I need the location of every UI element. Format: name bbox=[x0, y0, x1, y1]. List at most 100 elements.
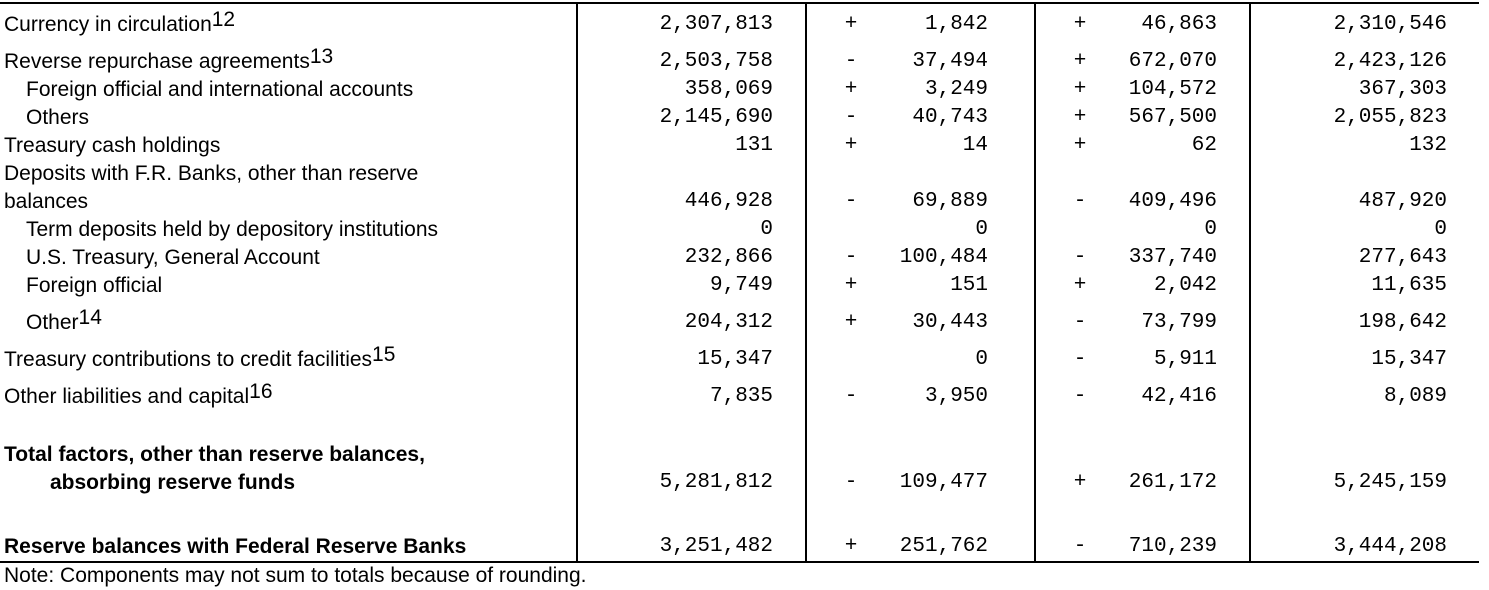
cell-value: 232,866 bbox=[684, 246, 773, 269]
cell-value: 8,089 bbox=[1383, 385, 1447, 408]
row-label: U.S. Treasury, General Account bbox=[26, 246, 320, 269]
cell-value: 0 bbox=[975, 218, 988, 241]
column-divider bbox=[1034, 2, 1036, 562]
cell-value: 3,249 bbox=[924, 78, 988, 101]
change-sign: + bbox=[844, 78, 858, 101]
cell-value: 151 bbox=[950, 274, 988, 297]
column-divider bbox=[805, 2, 807, 562]
row-label: Term deposits held by depository institu… bbox=[26, 218, 439, 241]
cell-value: 62 bbox=[1191, 134, 1217, 157]
cell-value: 5,281,812 bbox=[659, 471, 773, 494]
cell-value: 2,145,690 bbox=[659, 106, 773, 129]
cell-value: 0 bbox=[975, 348, 988, 371]
cell-value: 198,642 bbox=[1358, 311, 1447, 334]
table-row: Deposits with F.R. Banks, other than res… bbox=[0, 160, 1479, 188]
cell-value: 46,863 bbox=[1141, 13, 1217, 36]
change-sign: + bbox=[844, 311, 858, 334]
row-label: Foreign official and international accou… bbox=[26, 78, 414, 101]
table-row: balances 446,928 - 69,889 - 409,496 487,… bbox=[0, 188, 1479, 216]
row-label: Others bbox=[26, 106, 90, 129]
change-sign: + bbox=[1073, 106, 1087, 129]
cell-value: 69,889 bbox=[912, 190, 988, 213]
change-sign: - bbox=[844, 50, 858, 73]
table-top-rule bbox=[0, 2, 1479, 4]
cell-value: 5,911 bbox=[1153, 348, 1217, 371]
cell-value: 2,423,126 bbox=[1333, 50, 1447, 73]
cell-value: 204,312 bbox=[684, 311, 773, 334]
table-row: Reverse repurchase agreements13 2,503,75… bbox=[0, 45, 1479, 76]
row-label: Other liabilities and capital16 bbox=[4, 380, 273, 408]
cell-value: 15,347 bbox=[1371, 348, 1447, 371]
column-divider bbox=[1249, 2, 1251, 562]
cell-value: 261,172 bbox=[1128, 471, 1217, 494]
cell-value: 337,740 bbox=[1128, 246, 1217, 269]
cell-value: 446,928 bbox=[684, 190, 773, 213]
cell-value: 0 bbox=[1204, 218, 1217, 241]
cell-value: 2,503,758 bbox=[659, 50, 773, 73]
cell-value: 3,251,482 bbox=[659, 535, 773, 558]
cell-value: 2,042 bbox=[1153, 274, 1217, 297]
change-sign: + bbox=[1073, 274, 1087, 297]
cell-value: 30,443 bbox=[912, 311, 988, 334]
change-sign: - bbox=[1073, 246, 1087, 269]
cell-value: 710,239 bbox=[1128, 535, 1217, 558]
cell-value: 5,245,159 bbox=[1333, 471, 1447, 494]
table-row: absorbing reserve funds 5,281,812 - 109,… bbox=[0, 469, 1479, 497]
cell-value: 131 bbox=[735, 134, 773, 157]
row-label: absorbing reserve funds bbox=[50, 471, 296, 494]
cell-value: 1,842 bbox=[924, 13, 988, 36]
change-sign: - bbox=[844, 385, 858, 408]
cell-value: 73,799 bbox=[1141, 311, 1217, 334]
cell-value: 42,416 bbox=[1141, 385, 1217, 408]
change-sign: + bbox=[844, 134, 858, 157]
row-label: Reserve balances with Federal Reserve Ba… bbox=[4, 535, 467, 558]
cell-value: 109,477 bbox=[899, 471, 988, 494]
change-sign: - bbox=[1073, 348, 1087, 371]
cell-value: 367,303 bbox=[1358, 78, 1447, 101]
change-sign: + bbox=[1073, 50, 1087, 73]
table-row: Foreign official and international accou… bbox=[0, 76, 1479, 104]
cell-value: 2,055,823 bbox=[1333, 106, 1447, 129]
change-sign: - bbox=[1073, 311, 1087, 334]
change-sign: + bbox=[844, 274, 858, 297]
row-label: Foreign official bbox=[26, 274, 163, 297]
cell-value: 3,950 bbox=[924, 385, 988, 408]
cell-value: 14 bbox=[962, 134, 988, 157]
cell-value: 487,920 bbox=[1358, 190, 1447, 213]
table-row: Currency in circulation12 2,307,813 + 1,… bbox=[0, 8, 1479, 39]
table-row: Treasury contributions to credit facilit… bbox=[0, 343, 1479, 374]
table-row: Reserve balances with Federal Reserve Ba… bbox=[0, 533, 1479, 561]
cell-value: 567,500 bbox=[1128, 106, 1217, 129]
row-label: Currency in circulation12 bbox=[4, 8, 236, 36]
row-label: Total factors, other than reserve balanc… bbox=[4, 443, 425, 466]
table-row: Treasury cash holdings 131 + 14 + 62 132 bbox=[0, 132, 1479, 160]
table-bottom-rule bbox=[0, 561, 1479, 563]
table-row: Other14 204,312 + 30,443 - 73,799 198,64… bbox=[0, 306, 1479, 337]
change-sign: + bbox=[844, 535, 858, 558]
row-label: Deposits with F.R. Banks, other than res… bbox=[4, 162, 419, 185]
cell-value: 132 bbox=[1409, 134, 1447, 157]
cell-value: 672,070 bbox=[1128, 50, 1217, 73]
row-label: Other14 bbox=[26, 306, 102, 334]
change-sign: + bbox=[1073, 134, 1087, 157]
cell-value: 2,310,546 bbox=[1333, 13, 1447, 36]
table-row: Foreign official 9,749 + 151 + 2,042 11,… bbox=[0, 272, 1479, 300]
cell-value: 11,635 bbox=[1371, 274, 1447, 297]
change-sign: - bbox=[1073, 385, 1087, 408]
column-divider bbox=[576, 2, 578, 562]
change-sign: - bbox=[1073, 190, 1087, 213]
cell-value: 37,494 bbox=[912, 50, 988, 73]
cell-value: 2,307,813 bbox=[659, 13, 773, 36]
table-note: Note: Components may not sum to totals b… bbox=[4, 564, 587, 587]
table-row: Others 2,145,690 - 40,743 + 567,500 2,05… bbox=[0, 104, 1479, 132]
cell-value: 3,444,208 bbox=[1333, 535, 1447, 558]
cell-value: 100,484 bbox=[899, 246, 988, 269]
cell-value: 358,069 bbox=[684, 78, 773, 101]
cell-value: 104,572 bbox=[1128, 78, 1217, 101]
cell-value: 409,496 bbox=[1128, 190, 1217, 213]
cell-value: 0 bbox=[1434, 218, 1447, 241]
table-row: U.S. Treasury, General Account 232,866 -… bbox=[0, 244, 1479, 272]
change-sign: - bbox=[844, 190, 858, 213]
row-label: balances bbox=[4, 190, 89, 213]
